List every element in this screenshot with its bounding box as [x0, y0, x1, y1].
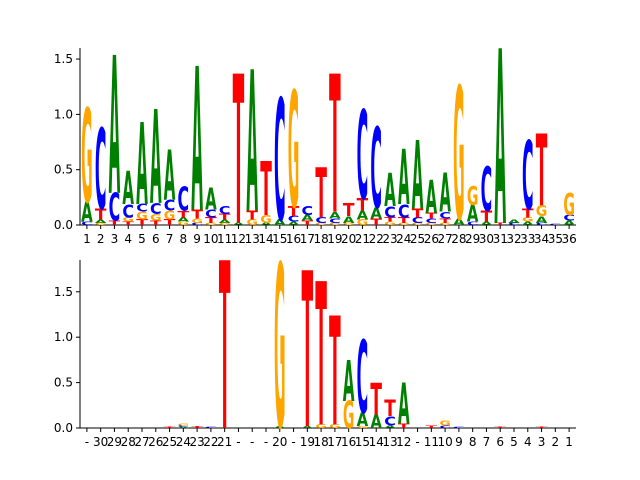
- x-tick-label: -: [264, 435, 268, 449]
- logo-glyph-c: C: [481, 156, 493, 226]
- x-tick-label: 9: [455, 435, 463, 449]
- y-tick-label: 1.0: [54, 330, 73, 344]
- logo-glyph-c: C: [453, 427, 465, 428]
- logo-panel-top: 0.00.51.01.51 2 3 4 5 6 7 8 9 1011121314151617181…: [54, 3, 577, 281]
- logo-glyph-a: A: [246, 32, 258, 258]
- logo-glyph-t: T: [370, 374, 382, 425]
- logo-glyph-g: G: [178, 423, 190, 426]
- y-tick-label: 1.5: [54, 52, 73, 66]
- x-tick-label: 7: [483, 435, 491, 449]
- x-tick-label: -: [250, 435, 254, 449]
- logo-glyph-c: C: [357, 88, 369, 228]
- logo-glyph-c: C: [95, 106, 107, 235]
- x-tick-label: 5: [138, 232, 146, 246]
- logo-glyph-c: C: [178, 181, 190, 219]
- x-tick-label: 1: [565, 435, 573, 449]
- logo-glyph-t: T: [329, 36, 341, 257]
- logo-glyph-t: T: [494, 427, 507, 428]
- x-tick-label: 8: [469, 435, 477, 449]
- logo-glyph-a: A: [426, 171, 438, 223]
- logo-glyph-t: T: [536, 427, 549, 428]
- x-tick-label: 3: [538, 435, 546, 449]
- logo-glyph-c: C: [205, 427, 217, 428]
- x-tick-label: 4: [524, 435, 532, 449]
- y-tick-label: 1.0: [54, 107, 73, 121]
- logo-glyph-t: T: [233, 34, 245, 272]
- logo-glyph-a: A: [205, 182, 217, 218]
- logo-glyph-t: T: [384, 396, 396, 422]
- logo-glyph-g: G: [453, 51, 465, 262]
- logo-glyph-t: T: [426, 425, 438, 429]
- logo-glyph-t: T: [164, 427, 177, 428]
- logo-glyph-t: T: [329, 287, 341, 461]
- x-tick-label: 8: [180, 232, 188, 246]
- logo-glyph-a: A: [398, 372, 410, 438]
- logo-glyph-a: A: [150, 83, 162, 233]
- logo-glyph-t: T: [260, 146, 272, 233]
- logo-glyph-t: T: [191, 426, 204, 429]
- logo-glyph-t: T: [343, 201, 355, 222]
- logo-glyph-a: A: [508, 219, 520, 224]
- x-tick-label: -: [85, 435, 89, 449]
- logo-glyph-a: A: [494, 3, 506, 281]
- logo-glyph-g: G: [467, 182, 479, 212]
- logo-glyph-t: T: [315, 243, 327, 471]
- logo-glyph-a: A: [439, 164, 451, 225]
- logo-glyph-a: A: [384, 165, 396, 217]
- x-tick-label: 36: [561, 232, 576, 246]
- logo-glyph-g: G: [439, 419, 451, 428]
- x-tick-label: 10: [437, 435, 452, 449]
- logo-glyph-a: A: [164, 136, 176, 216]
- x-tick-label: -: [236, 435, 240, 449]
- x-tick-label: -: [291, 435, 295, 449]
- logo-glyph-a: A: [109, 17, 121, 238]
- logo-glyph-c: C: [522, 121, 534, 231]
- logo-glyph-t: T: [536, 113, 548, 229]
- logo-glyph-a: A: [136, 100, 148, 230]
- x-tick-label: 5: [510, 435, 518, 449]
- x-tick-label: 2: [552, 435, 560, 449]
- logo-glyph-c: C: [370, 105, 382, 234]
- y-tick-label: 0.5: [54, 376, 73, 390]
- x-tick-label: 6: [152, 232, 160, 246]
- x-tick-label: 1: [83, 232, 91, 246]
- y-tick-label: 1.5: [54, 285, 73, 299]
- logo-glyph-a: A: [412, 122, 424, 231]
- logo-glyph-g: G: [288, 58, 300, 244]
- x-tick-label: -: [415, 435, 419, 449]
- logo-glyph-c: C: [357, 320, 369, 436]
- y-tick-label: 0.0: [54, 421, 73, 435]
- logo-glyph-g: G: [81, 82, 93, 232]
- logo-glyph-a: A: [343, 349, 355, 415]
- logo-glyph-a: A: [122, 162, 134, 214]
- logo-glyph-a: A: [191, 26, 203, 256]
- logo-glyph-a: A: [398, 133, 410, 222]
- logo-glyph-c: C: [550, 224, 562, 226]
- logo-glyph-c: C: [302, 205, 314, 219]
- logo-glyph-g: G: [274, 220, 286, 480]
- logo-glyph-t: T: [219, 216, 231, 480]
- x-tick-label: 7: [166, 232, 174, 246]
- logo-glyph-t: T: [302, 227, 314, 477]
- x-tick-label: 4: [124, 232, 132, 246]
- y-tick-label: 0.0: [54, 218, 73, 232]
- logo-glyph-g: G: [563, 187, 575, 223]
- y-tick-label: 0.5: [54, 163, 73, 177]
- x-tick-label: 6: [496, 435, 504, 449]
- logo-glyph-t: T: [315, 154, 327, 234]
- logo-glyph-c: C: [219, 205, 231, 217]
